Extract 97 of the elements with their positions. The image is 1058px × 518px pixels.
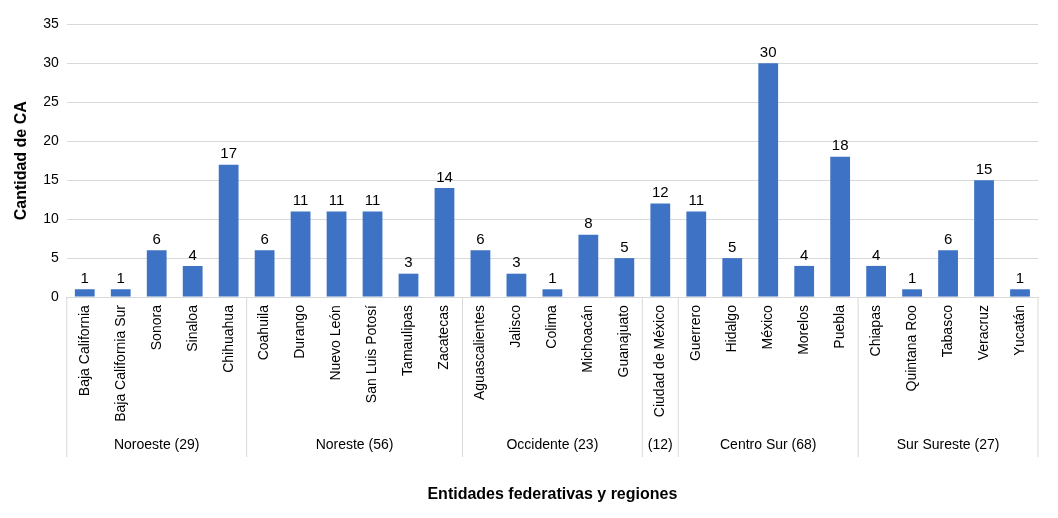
- text: (12): [647, 435, 673, 452]
- text: Noreste (56): [315, 435, 394, 452]
- bar: [110, 289, 131, 297]
- x-tick-label: Baja California: [75, 304, 92, 397]
- text: Centro Sur (68): [719, 435, 817, 452]
- x-tick-label: Aguascalientes: [471, 305, 488, 401]
- x-tick-label: Hidalgo: [723, 304, 740, 353]
- data-label: 4: [188, 245, 197, 263]
- bar: [506, 273, 527, 297]
- bar: [542, 289, 563, 297]
- x-tick-label: Zacatecas: [435, 305, 452, 370]
- bar: [218, 164, 239, 297]
- x-tick-label: México: [759, 304, 776, 350]
- bar: [614, 258, 635, 297]
- x-tick-label: Michoacán: [579, 305, 596, 373]
- x-tick-label: San Luis Potosí: [363, 304, 380, 404]
- bar: [434, 188, 455, 297]
- data-label: 30: [759, 42, 777, 60]
- bar: [146, 250, 167, 297]
- data-label: 11: [688, 191, 705, 209]
- y-tick-label: 30: [43, 54, 59, 71]
- data-label: 5: [620, 237, 629, 255]
- bar: [470, 250, 491, 297]
- x-tick-label: Yucatán: [1010, 305, 1027, 356]
- x-tick-label: Sonora: [147, 304, 164, 351]
- data-label: 1: [80, 268, 89, 286]
- bar: [254, 250, 275, 297]
- x-tick-label: Ciudad de México: [651, 304, 668, 418]
- text: Sur Sureste (27): [896, 435, 1000, 452]
- data-label: 11: [328, 191, 345, 209]
- bar: [830, 156, 851, 297]
- data-label: 6: [260, 229, 269, 247]
- x-tick-label: Guanajuato: [615, 304, 632, 378]
- bar: [722, 258, 743, 297]
- x-tick-label: Jalisco: [507, 304, 524, 348]
- data-label: 6: [943, 229, 953, 247]
- y-tick-label: 5: [50, 248, 59, 265]
- bar: [938, 250, 958, 297]
- bar: [686, 211, 707, 297]
- x-tick-label: Veracruz: [974, 305, 991, 361]
- bar: [578, 234, 599, 297]
- data-label: 4: [800, 245, 809, 263]
- y-tick-label: 25: [43, 93, 59, 110]
- y-tick-label: 0: [50, 287, 59, 304]
- y-tick-label: 15: [43, 171, 59, 188]
- bar: [362, 211, 383, 297]
- x-tick-label: Sinaloa: [183, 304, 200, 352]
- bar: [1010, 289, 1030, 297]
- x-tick-label: Coahuila: [255, 304, 272, 361]
- data-label: 15: [975, 159, 993, 177]
- bar: [182, 265, 203, 297]
- y-tick-label: 10: [43, 210, 59, 227]
- data-label: 8: [584, 214, 593, 232]
- x-tick-label: Morelos: [795, 305, 812, 355]
- bar: [758, 63, 779, 297]
- x-tick-label: Quintana Roo: [902, 304, 919, 392]
- data-label: 1: [548, 268, 557, 286]
- y-tick-label: 35: [43, 15, 59, 32]
- x-tick-label: Puebla: [831, 304, 848, 349]
- data-label: 1: [1015, 268, 1025, 286]
- data-label: 5: [728, 237, 737, 255]
- bar: [326, 211, 347, 297]
- x-tick-label: Baja California Sur: [111, 304, 128, 422]
- x-tick-label: Nuevo León: [327, 305, 344, 381]
- data-label: 1: [116, 268, 125, 286]
- x-tick-label: Chihuahua: [219, 304, 236, 373]
- data-label: 3: [512, 253, 521, 271]
- data-label: 6: [152, 229, 161, 247]
- bar: [290, 211, 311, 297]
- x-tick-label: Colima: [543, 304, 560, 349]
- data-label: 11: [292, 191, 309, 209]
- bar: [74, 289, 95, 297]
- bar: [974, 180, 994, 297]
- bar: [794, 265, 815, 297]
- data-label: 12: [651, 183, 669, 201]
- x-tick-label: Guerrero: [687, 304, 704, 362]
- x-tick-label: Chiapas: [866, 305, 883, 357]
- data-label: 11: [364, 191, 381, 209]
- y-axis-title: Cantidad de CA: [12, 100, 30, 221]
- bar: [650, 203, 671, 297]
- text: Occidente (23): [506, 435, 599, 452]
- x-axis-title: Entidades federativas y regiones: [427, 484, 678, 502]
- data-label: 6: [476, 229, 485, 247]
- data-label: 1: [907, 268, 917, 286]
- x-tick-label: Tabasco: [938, 304, 955, 358]
- bar: [398, 273, 419, 297]
- data-label: 14: [436, 167, 453, 185]
- text: Noroeste (29): [113, 435, 200, 452]
- data-label: 4: [871, 245, 881, 263]
- bar: [866, 265, 887, 297]
- data-label: 18: [831, 136, 849, 154]
- data-label: 3: [404, 253, 413, 271]
- y-tick-label: 20: [43, 132, 59, 149]
- x-tick-label: Tamaulipas: [399, 305, 416, 376]
- bar: [902, 289, 922, 297]
- x-tick-label: Durango: [291, 304, 308, 359]
- data-label: 17: [220, 144, 237, 162]
